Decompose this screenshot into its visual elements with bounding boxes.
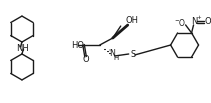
Text: S: S	[130, 50, 135, 60]
Text: H: H	[113, 55, 118, 61]
Text: HO: HO	[71, 40, 84, 50]
Text: NH: NH	[17, 43, 29, 53]
Text: $^{-}$O: $^{-}$O	[174, 17, 187, 28]
Text: O: O	[83, 56, 90, 64]
Text: +: +	[196, 15, 201, 20]
Text: O: O	[204, 17, 211, 26]
Text: N: N	[191, 17, 198, 26]
Text: OH: OH	[125, 16, 138, 25]
Text: 'N: 'N	[108, 50, 116, 59]
